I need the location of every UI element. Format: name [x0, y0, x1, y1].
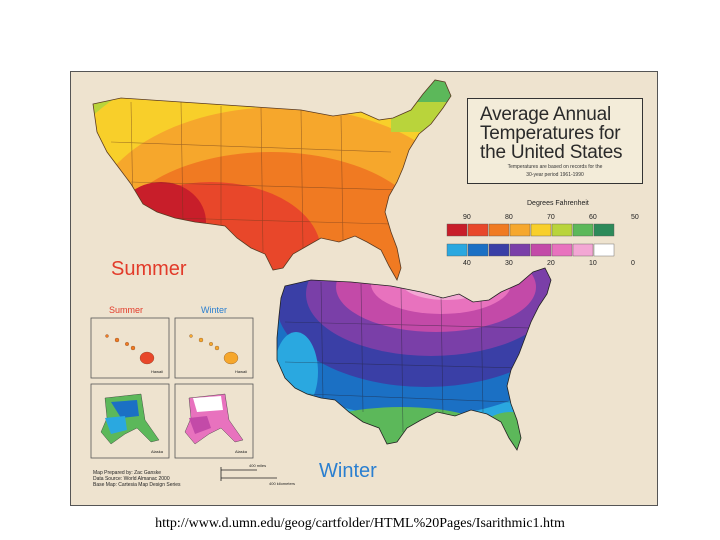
hawaii-label-winter: Hawaii	[235, 369, 248, 374]
legend-swatch	[488, 243, 510, 257]
legend-tick-label: 90	[463, 214, 471, 221]
source-url-caption: http://www.d.umn.edu/geog/cartfolder/HTM…	[155, 516, 565, 531]
credit-data: Data Source: World Almanac 2000	[93, 476, 170, 482]
map-frame: Average Annual Temperatures for the Unit…	[70, 71, 658, 506]
credit-basemap: Base Map: Cartesia Map Design Series	[93, 482, 181, 488]
scale-km: 400 kilometers	[269, 481, 296, 486]
title-line-2: Temperatures for	[480, 123, 621, 144]
legend-tick-label: 70	[547, 214, 555, 221]
legend-summer-swatches	[446, 223, 615, 237]
legend-tick-label: 30	[505, 260, 513, 267]
legend-swatch	[530, 243, 552, 257]
inset-panels	[90, 317, 254, 459]
legend-tick-label: 60	[589, 214, 597, 221]
legend-swatch	[467, 223, 489, 237]
inset-hawaii-winter	[174, 317, 254, 379]
winter-map-outline	[276, 267, 552, 451]
legend-tick-label: 0	[631, 260, 635, 267]
winter-label: Winter	[319, 460, 377, 482]
title-box: Average Annual Temperatures for the Unit…	[467, 98, 643, 184]
legend-swatch	[551, 243, 573, 257]
inset-winter-label: Winter	[201, 305, 228, 315]
inset-summer-label: Summer	[109, 305, 144, 315]
title-note-1: Temperatures are based on records for th…	[507, 164, 603, 170]
legend-swatch	[572, 223, 594, 237]
legend-tick-label: 20	[547, 260, 555, 267]
alaska-label-winter: Alaska	[235, 449, 248, 454]
legend-swatch	[509, 223, 531, 237]
hawaii-label-summer: Hawaii	[151, 369, 164, 374]
title-line-1: Average Annual	[480, 104, 612, 125]
legend-swatch	[467, 243, 489, 257]
legend-swatch	[488, 223, 510, 237]
inset-hawaii-summer	[90, 317, 170, 379]
legend-heading: Degrees Fahrenheit	[527, 200, 589, 207]
legend-tick-label: 80	[505, 214, 513, 221]
scale-miles: 400 miles	[249, 463, 267, 468]
alaska-label-summer: Alaska	[151, 449, 164, 454]
title-note-2: 30-year period 1961-1990	[526, 172, 584, 178]
title-line-3: the United States	[480, 142, 623, 163]
legend-tick-label: 50	[631, 214, 639, 221]
scale-bar	[220, 467, 277, 481]
legend-swatch	[593, 223, 615, 237]
legend-swatch	[530, 223, 552, 237]
legend-swatch	[593, 243, 615, 257]
legend-swatch	[572, 243, 594, 257]
legend-tick-label: 40	[463, 260, 471, 267]
map-graphic	[90, 79, 615, 481]
legend-swatch	[551, 223, 573, 237]
summer-label: Summer	[111, 258, 187, 280]
summer-map-outline	[92, 79, 452, 281]
legend-swatch	[509, 243, 531, 257]
legend-swatch	[446, 223, 468, 237]
credits: Map Prepared by: Zac Ganske Data Source:…	[93, 470, 181, 488]
credit-author: Map Prepared by: Zac Ganske	[93, 470, 162, 476]
legend-swatch	[446, 243, 468, 257]
legend-tick-label: 10	[589, 260, 597, 267]
legend-winter-swatches	[446, 243, 615, 257]
